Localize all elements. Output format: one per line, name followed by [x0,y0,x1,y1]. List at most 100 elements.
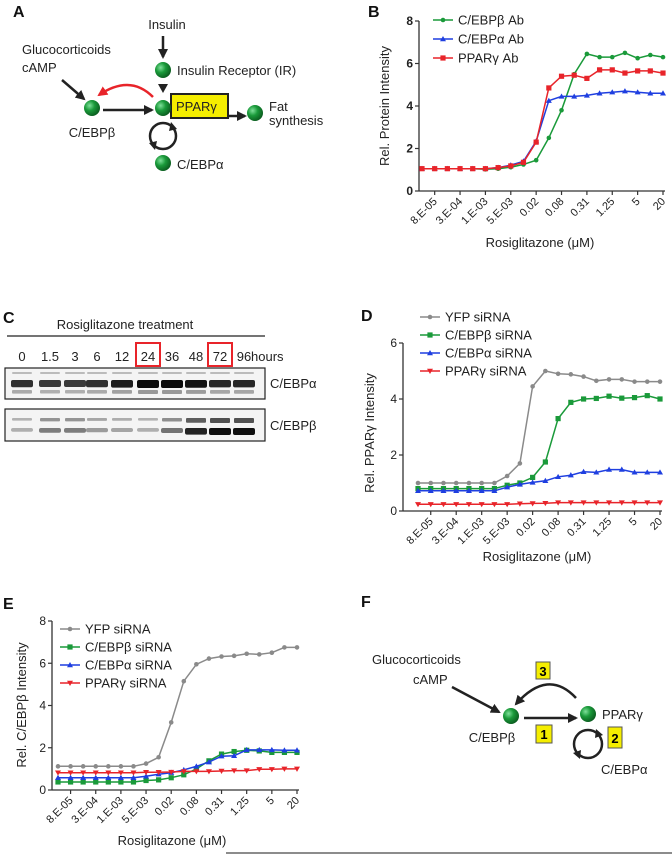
y-tick-label: 8 [39,614,46,628]
band [87,418,107,421]
data-point [93,764,99,769]
data-point [168,769,175,776]
data-point [80,779,86,785]
series-3 [55,766,300,776]
band [186,418,206,423]
data-point [478,502,485,508]
x-tick-label: 20 [285,795,302,812]
ppar-to-cebpb-feedback-arrow [97,83,154,98]
y-tick-label: 4 [39,699,46,713]
f-loop-arrowhead-down [573,750,581,759]
data-point [583,92,590,98]
data-point [593,395,599,402]
f-ppar-node [580,706,596,722]
data-point [609,54,615,60]
panel-label-e: E [3,596,14,613]
loop-arrowhead-up [169,122,177,131]
y-tick-label: 2 [39,741,46,755]
data-point [567,500,574,506]
data-point [427,332,433,338]
data-point [67,644,73,650]
band [162,390,182,394]
x-tick-label: 1.E-03 [95,795,126,826]
data-point [543,368,548,374]
x-tick-label: 5.E-03 [120,795,151,826]
x-tick-label: 0.31 [568,196,592,220]
f-camp-arrow [451,685,501,714]
insulin-receptor-label: Insulin Receptor (IR) [177,63,296,78]
panel-label-c: C [3,310,15,327]
y-tick-label: 6 [39,656,46,670]
band [209,380,231,388]
glucocorticoids-label: Glucocorticoids [22,42,111,57]
data-point [105,779,111,785]
x-axis-label: Rosiglitazone (μM) [483,549,592,564]
data-point [495,165,501,171]
data-point [568,372,574,377]
data-point [457,166,463,172]
f-cebpb-node [503,708,519,724]
data-point [281,747,288,753]
x-tick-label: 5 [627,516,640,529]
panel-a-diagram: Insulin Insulin Receptor (IR) Glucocorti… [22,17,324,172]
data-point [594,378,599,384]
series-line [422,52,664,171]
data-point [453,487,460,494]
data-point [117,774,124,780]
data-point [231,653,237,659]
data-point [80,764,86,769]
data-point [631,395,638,401]
data-point [168,775,174,781]
data-point [580,468,587,474]
chart-d: 0 2 4 6 8.E-053.E-041.E-035.E-03 0.02 0.08 0.31… [362,310,665,565]
data-point [660,90,666,96]
data-point [453,480,459,486]
band [210,372,230,374]
data-point [647,90,654,96]
data-point [419,166,425,172]
legend-label: YFP siRNA [445,310,511,325]
series-0 [415,368,663,486]
cebpa-node [155,155,171,171]
synthesis-label: synthesis [269,113,324,128]
data-point [619,377,625,382]
data-point [105,770,112,776]
f-camp-label: cAMP [413,672,448,687]
x-tick-label: 0.08 [540,516,564,540]
y-tick-label: 0 [390,504,397,518]
x-tick-label: 1.25 [228,795,252,819]
band [111,380,133,388]
band [12,390,32,394]
series-line [418,468,660,492]
data-point [631,500,638,506]
band [162,372,182,374]
data-point [432,166,438,172]
data-point [465,502,472,508]
data-point [533,139,539,145]
data-point [231,748,237,755]
band [11,428,33,432]
fat-synthesis-node [247,105,263,121]
data-point [634,89,641,95]
blot-cebpb-label: C/EBPβ [270,418,317,433]
legend-label: C/EBPα siRNA [85,658,172,673]
y-tick-label: 8 [406,14,413,28]
data-point [542,459,548,465]
data-point [256,746,263,753]
x-tick-label: 1.E-03 [459,196,490,227]
x-tick-label: 8.E-05 [404,516,435,547]
data-point [584,51,590,57]
data-point [657,379,663,384]
band [64,428,86,433]
chart-e: 0 2 4 6 8 8.E-053.E-041.E-035.E-03 0.02 0.08 0.3… [14,614,302,848]
band [11,380,33,388]
data-point [631,469,638,475]
x-tick-label: 0.02 [518,196,542,220]
band [234,372,254,374]
blot-cebpb [4,408,266,442]
x-tick-label: 5 [630,196,643,209]
band [12,372,32,374]
band [186,372,206,374]
data-point [660,70,666,76]
data-point [206,656,212,661]
